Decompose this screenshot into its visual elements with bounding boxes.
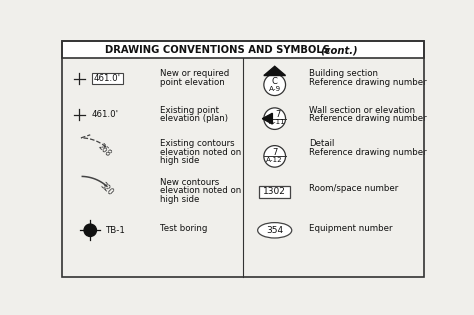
Circle shape	[84, 224, 96, 237]
Circle shape	[264, 74, 285, 95]
Text: point elevation: point elevation	[160, 78, 225, 87]
Text: 461.0': 461.0'	[94, 74, 121, 83]
Ellipse shape	[258, 223, 292, 238]
Bar	[259, 186, 290, 198]
Text: A-9: A-9	[269, 86, 281, 92]
Text: 320: 320	[98, 181, 114, 198]
Polygon shape	[262, 113, 273, 124]
Text: 461.0': 461.0'	[92, 110, 119, 119]
Text: 268: 268	[96, 142, 113, 159]
Text: C: C	[272, 77, 278, 86]
Circle shape	[264, 108, 285, 129]
Text: Test boring: Test boring	[160, 224, 207, 233]
Text: high side: high side	[160, 195, 200, 204]
Text: Detail: Detail	[309, 140, 334, 148]
Text: Reference drawing number: Reference drawing number	[309, 78, 427, 87]
Text: 7: 7	[272, 148, 277, 157]
Text: 7: 7	[275, 110, 281, 119]
Bar	[92, 73, 123, 84]
Text: Reference drawing number: Reference drawing number	[309, 114, 427, 123]
Text: elevation noted on: elevation noted on	[160, 186, 241, 195]
Bar	[63, 41, 423, 58]
Text: A-11: A-11	[269, 119, 285, 125]
Text: elevation (plan): elevation (plan)	[160, 114, 228, 123]
Text: New contours: New contours	[160, 178, 219, 187]
Text: 354: 354	[266, 226, 283, 235]
Text: Wall section or elevation: Wall section or elevation	[309, 106, 415, 115]
Text: A-12: A-12	[266, 157, 283, 163]
Text: high side: high side	[160, 156, 200, 165]
Text: elevation noted on: elevation noted on	[160, 148, 241, 157]
Text: New or required: New or required	[160, 69, 229, 78]
Text: Existing contours: Existing contours	[160, 140, 235, 148]
Text: TB-1: TB-1	[106, 226, 126, 235]
Text: Reference drawing number: Reference drawing number	[309, 148, 427, 157]
Text: 1302: 1302	[263, 187, 286, 196]
Text: Building section: Building section	[309, 69, 378, 78]
Polygon shape	[264, 66, 285, 76]
Text: DRAWING CONVENTIONS AND SYMBOLS: DRAWING CONVENTIONS AND SYMBOLS	[105, 45, 330, 55]
Circle shape	[264, 146, 285, 167]
Text: Equipment number: Equipment number	[309, 224, 392, 233]
Text: (cont.): (cont.)	[320, 45, 358, 55]
Text: Room/space number: Room/space number	[309, 184, 398, 193]
Text: Existing point: Existing point	[160, 106, 219, 115]
